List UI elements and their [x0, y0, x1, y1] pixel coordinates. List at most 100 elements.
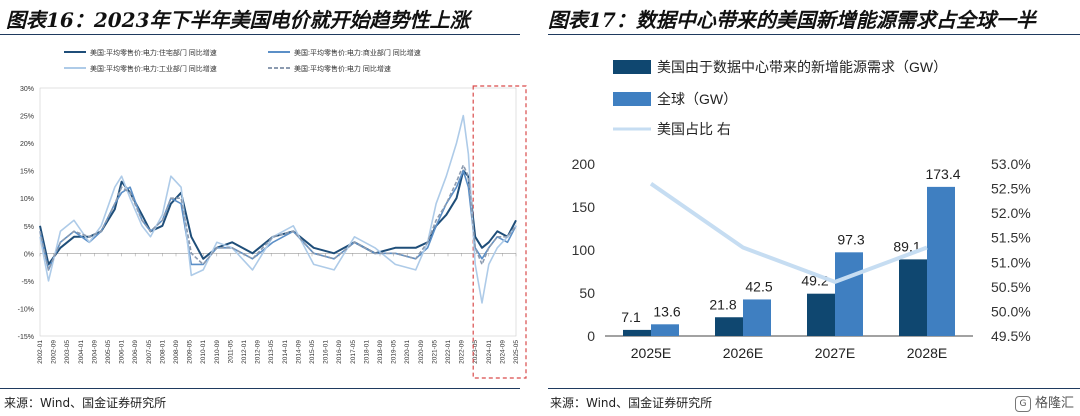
left-chart: 30% 25% 20% 15% 10% 5% 0% -5% -10% -15% 2002-01 200…: [0, 40, 530, 385]
left-series-line-3: [39, 114, 517, 304]
left-x-tick-label: 2020-09: [418, 340, 425, 364]
left-y-tick-label: 15%: [20, 169, 34, 176]
right-bar-2: [651, 324, 679, 336]
right-chart-title: 图表17：数据中心带来的美国新增能源需求占全球一半: [548, 8, 1036, 32]
right-y2-tick-label: 52.0%: [991, 205, 1031, 221]
left-legend-label-2: 美国:平均零售价:电力:商业部门 同比增速: [294, 48, 421, 57]
left-x-tick-label: 2018-09: [377, 340, 384, 364]
left-x-tick-label: 2014-09: [295, 340, 302, 364]
left-legend-label-1: 美国:平均零售价:电力:住宅部门 同比增速: [90, 48, 217, 57]
right-y2-tick-label: 51.0%: [991, 254, 1031, 270]
left-x-tick-label: 2014-01: [282, 340, 289, 364]
left-x-tick-label: 2004-09: [91, 340, 98, 364]
left-x-tick-label: 2020-01: [404, 340, 411, 364]
right-y2-tick-label: 52.5%: [991, 181, 1031, 197]
left-x-tick-label: 2021-05: [431, 340, 438, 364]
left-legend-label-4: 美国:平均零售价:电力 同比增速: [294, 64, 391, 73]
left-x-tick-label: 2012-09: [255, 340, 262, 364]
right-legend-label-3: 美国占比 右: [657, 121, 731, 137]
left-x-tick-label: 2016-01: [323, 340, 330, 364]
left-x-tick-label: 2023-05: [472, 340, 479, 364]
left-x-tick-label: 2006-09: [132, 340, 139, 364]
left-x-tick-label: 2002-09: [51, 340, 58, 364]
right-bar-value-label: 173.4: [925, 166, 960, 182]
left-x-tick-label: 2025-05: [513, 340, 520, 364]
left-y-tick-label: -5%: [22, 279, 34, 286]
right-y2-tick-label: 51.5%: [991, 230, 1031, 246]
left-plot-area: [39, 87, 517, 337]
watermark-text: 格隆汇: [1034, 396, 1074, 411]
left-x-tick-label: 2009-05: [187, 340, 194, 364]
left-y-tick-label: 0%: [24, 251, 34, 258]
right-y-tick-label: 50: [579, 285, 595, 301]
left-legend-label-3: 美国:平均零售价:电力:工业部门 同比增速: [90, 64, 217, 73]
left-x-tick-label: 2013-05: [268, 340, 275, 364]
left-x-tick-label: 2022-01: [445, 340, 452, 364]
left-x-tick-label: 2019-05: [391, 340, 398, 364]
right-x-tick-label: 2027E: [815, 345, 855, 361]
right-y2-tick-label: 50.5%: [991, 279, 1031, 295]
right-source-rule: [548, 388, 1080, 389]
left-y-tick-label: -10%: [18, 306, 34, 313]
left-y-tick-label: 30%: [20, 86, 34, 93]
watermark-logo: G 格隆汇: [1014, 392, 1074, 412]
left-x-tick-label: 2010-01: [200, 340, 207, 364]
left-series-line-4: [39, 164, 517, 271]
right-y2-tick-label: 49.5%: [991, 328, 1031, 344]
left-title-rule: [0, 34, 520, 35]
left-x-tick-label: 2018-01: [363, 340, 370, 364]
right-bar-value-label: 7.1: [621, 309, 641, 325]
left-x-tick-label: 2024-01: [486, 340, 493, 364]
right-bar-1: [623, 329, 651, 336]
right-y-tick-label: 200: [572, 156, 596, 172]
left-x-tick-label: 2010-09: [214, 340, 221, 364]
right-bar-1: [899, 259, 927, 336]
left-x-tick-label: 2002-01: [37, 340, 44, 364]
left-x-tick-label: 2008-01: [159, 340, 166, 364]
right-bar-value-label: 13.6: [653, 303, 680, 319]
right-bar-2: [835, 252, 863, 336]
left-x-tick-label: 2022-09: [459, 340, 466, 364]
left-x-tick-label: 2005-05: [105, 340, 112, 364]
right-legend-label-1: 美国由于数据中心带来的新增能源需求（GW）: [657, 59, 947, 75]
left-series-line-1: [39, 169, 517, 266]
right-y-tick-label: 150: [572, 199, 596, 215]
left-x-tick-label: 2004-01: [78, 340, 85, 364]
right-legend-swatch-2: [613, 92, 651, 106]
left-chart-title: 图表16：2023年下半年美国电价就开始趋势性上涨: [6, 8, 470, 32]
left-y-tick-label: 20%: [20, 141, 34, 148]
right-y2-tick-label: 53.0%: [991, 156, 1031, 172]
left-line-chart: 30% 25% 20% 15% 10% 5% 0% -5% -10% -15%2002-01 200…: [18, 48, 527, 379]
right-source: 来源：Wind、国金证券研究所: [550, 396, 713, 410]
left-x-tick-label: 2016-09: [336, 340, 343, 364]
left-y-tick-label: -15%: [18, 334, 34, 341]
left-x-tick-label: 2007-05: [146, 340, 153, 364]
left-x-tick-label: 2024-09: [499, 340, 506, 364]
right-legend-swatch-1: [613, 60, 651, 74]
left-x-tick-label: 2017-05: [350, 340, 357, 364]
right-y2-tick-label: 50.0%: [991, 303, 1031, 319]
right-bar-value-label: 42.5: [745, 278, 772, 294]
left-y-tick-label: 25%: [20, 114, 34, 121]
left-x-tick-label: 2011-05: [227, 340, 234, 364]
right-bar-chart: 美国由于数据中心带来的新增能源需求（GW） 全球（GW） 美国占比 右 0 50 100 1…: [572, 59, 1031, 361]
left-highlight-box: [472, 85, 527, 379]
right-share-line: [649, 182, 928, 284]
right-title-rule: [548, 34, 1080, 35]
left-x-tick-label: 2006-01: [119, 340, 126, 364]
left-source: 来源：Wind、国金证券研究所: [4, 396, 167, 410]
left-x-tick-label: 2003-05: [64, 340, 71, 364]
right-bar-2: [927, 186, 955, 336]
left-series-line-2: [39, 169, 517, 271]
right-bar-value-label: 21.8: [709, 296, 736, 312]
left-y-tick-label: 5%: [24, 224, 34, 231]
right-bar-1: [715, 317, 743, 336]
right-chart: 美国由于数据中心带来的新增能源需求（GW） 全球（GW） 美国占比 右 0 50 100 1…: [545, 40, 1080, 385]
right-x-tick-label: 2026E: [723, 345, 763, 361]
right-y-tick-label: 100: [572, 242, 596, 258]
right-x-tick-label: 2025E: [631, 345, 671, 361]
right-bar-value-label: 97.3: [837, 231, 864, 247]
left-y-tick-label: 10%: [20, 196, 34, 203]
logo-icon: G: [1014, 395, 1031, 412]
right-bar-1: [807, 293, 835, 336]
